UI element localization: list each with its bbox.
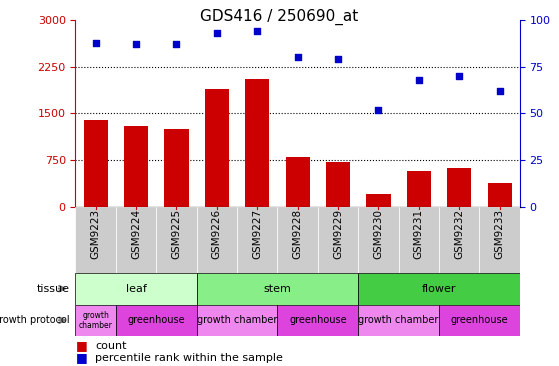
Point	[172, 41, 181, 47]
Text: ■: ■	[75, 339, 87, 352]
Bar	[116, 207, 157, 273]
Text: percentile rank within the sample: percentile rank within the sample	[95, 353, 283, 363]
Text: GSM9230: GSM9230	[373, 209, 383, 259]
Point	[293, 55, 302, 60]
Text: GSM9228: GSM9228	[293, 209, 302, 259]
Text: leaf: leaf	[126, 284, 146, 294]
Bar	[447, 168, 471, 207]
Text: growth
chamber: growth chamber	[79, 310, 112, 330]
Bar	[277, 305, 358, 336]
Bar	[197, 305, 277, 336]
Bar	[197, 273, 358, 305]
Bar	[245, 79, 269, 207]
Bar	[197, 207, 237, 273]
Point	[374, 107, 383, 113]
Text: GSM9233: GSM9233	[495, 209, 505, 259]
Bar	[439, 207, 480, 273]
Bar	[75, 207, 116, 273]
Point	[334, 56, 343, 62]
Text: GSM9224: GSM9224	[131, 209, 141, 259]
Bar	[286, 157, 310, 207]
Text: growth chamber: growth chamber	[358, 315, 439, 325]
Text: flower: flower	[422, 284, 456, 294]
Bar	[157, 207, 197, 273]
Bar	[407, 171, 431, 207]
Point	[91, 40, 100, 45]
Bar	[480, 207, 520, 273]
Text: ■: ■	[75, 351, 87, 365]
Text: GSM9226: GSM9226	[212, 209, 222, 259]
Bar	[83, 120, 108, 207]
Text: growth chamber: growth chamber	[197, 315, 277, 325]
Bar	[366, 194, 391, 207]
Text: GSM9231: GSM9231	[414, 209, 424, 259]
Text: greenhouse: greenhouse	[289, 315, 347, 325]
Bar	[358, 273, 520, 305]
Bar	[318, 207, 358, 273]
Point	[253, 29, 262, 34]
Text: GSM9225: GSM9225	[172, 209, 182, 259]
Text: GSM9227: GSM9227	[252, 209, 262, 259]
Bar	[164, 129, 188, 207]
Bar	[326, 162, 350, 207]
Point	[495, 88, 504, 94]
Bar	[358, 305, 439, 336]
Bar	[277, 207, 318, 273]
Bar	[116, 305, 197, 336]
Bar	[399, 207, 439, 273]
Text: greenhouse: greenhouse	[127, 315, 185, 325]
Text: growth protocol: growth protocol	[0, 315, 70, 325]
Point	[414, 77, 423, 83]
Bar	[358, 207, 399, 273]
Bar	[75, 305, 116, 336]
Point	[212, 30, 221, 36]
Bar	[124, 126, 148, 207]
Point	[455, 73, 464, 79]
Bar	[75, 273, 197, 305]
Text: count: count	[95, 341, 126, 351]
Bar	[487, 183, 512, 207]
Bar	[237, 207, 277, 273]
Text: tissue: tissue	[37, 284, 70, 294]
Text: GSM9232: GSM9232	[454, 209, 465, 259]
Bar	[205, 89, 229, 207]
Text: GSM9229: GSM9229	[333, 209, 343, 259]
Text: greenhouse: greenhouse	[451, 315, 508, 325]
Point	[131, 41, 140, 47]
Text: GSM9223: GSM9223	[91, 209, 101, 259]
Bar	[439, 305, 520, 336]
Text: GDS416 / 250690_at: GDS416 / 250690_at	[200, 9, 359, 25]
Text: stem: stem	[263, 284, 291, 294]
